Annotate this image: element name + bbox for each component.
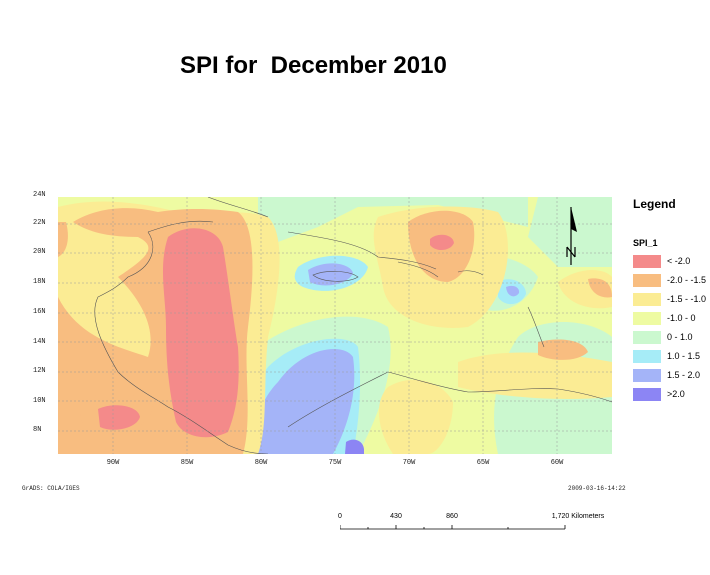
lon-label: 85W (180, 459, 194, 467)
zone-m1.5-m1 (458, 352, 612, 399)
zone-1.5-2 (308, 263, 353, 286)
legend-swatch (633, 312, 661, 325)
spi-map (58, 197, 612, 454)
map-title: SPI for December 2010 (180, 52, 447, 79)
zone-1.5-2 (248, 349, 355, 454)
legend-label: -1.5 - -1.0 (667, 294, 707, 304)
legend-swatch (633, 293, 661, 306)
zone-gt-2 (345, 439, 364, 454)
legend-label: 1.0 - 1.5 (667, 351, 701, 361)
lon-label: 65W (476, 459, 490, 467)
source-credit: GrADS: COLA/IGES (22, 485, 80, 492)
coastlines (94, 197, 612, 454)
zone-lt-m2 (430, 234, 454, 251)
lat-label: 10N (33, 397, 46, 405)
legend-swatch (633, 255, 661, 268)
legend-label: 1.5 - 2.0 (667, 370, 701, 380)
zone-m1.5-m1 (378, 379, 453, 454)
scale-label: 860 (446, 513, 458, 520)
lon-label: 80W (254, 459, 268, 467)
zone-0-1 (528, 197, 612, 267)
lon-label: 75W (328, 459, 342, 467)
legend-field-name: SPI_1 (633, 238, 658, 248)
legend-swatch (633, 274, 661, 287)
legend-swatch (633, 331, 661, 344)
scale-label: 1,720 Kilometers (551, 513, 605, 520)
zone-lt-m2 (162, 228, 239, 438)
lat-label: 20N (33, 248, 46, 256)
scale-bar-line (340, 525, 566, 530)
legend-label: >2.0 (667, 389, 685, 399)
legend-title: Legend (633, 197, 676, 211)
legend-label: -1.0 - 0 (667, 313, 696, 323)
scale-label: 430 (390, 513, 402, 520)
legend-swatch (633, 350, 661, 363)
lat-label: 12N (33, 367, 46, 375)
lat-label: 14N (33, 338, 46, 346)
legend-label: -2.0 - -1.5 (667, 275, 707, 285)
timestamp: 2009-03-16-14:22 (568, 485, 626, 492)
lat-label: 18N (33, 278, 46, 286)
north-arrow-icon (566, 207, 577, 265)
scale-bar: 0 430 860 1,720 Kilometers (338, 513, 605, 533)
graticule (58, 197, 612, 454)
zone-lt-m2 (98, 405, 140, 430)
zone-1.5-2 (506, 285, 520, 297)
scale-label: 0 (338, 513, 342, 520)
legend-swatch (633, 369, 661, 382)
lon-label: 90W (106, 459, 120, 467)
legend-label: < -2.0 (667, 256, 691, 266)
lat-label: 8N (33, 426, 42, 434)
lon-label: 60W (550, 459, 564, 467)
zone-m2-m1.5 (538, 339, 588, 360)
zone-m2-m1.5 (58, 222, 68, 257)
lat-label: 16N (33, 308, 46, 316)
legend-label: 0 - 1.0 (667, 332, 693, 342)
spi-contour-map (58, 197, 612, 454)
north-arrow (562, 207, 582, 272)
legend-swatch (633, 388, 661, 401)
lon-label: 70W (402, 459, 416, 467)
lat-label: 22N (33, 219, 46, 227)
lat-label: 24N (33, 191, 46, 199)
